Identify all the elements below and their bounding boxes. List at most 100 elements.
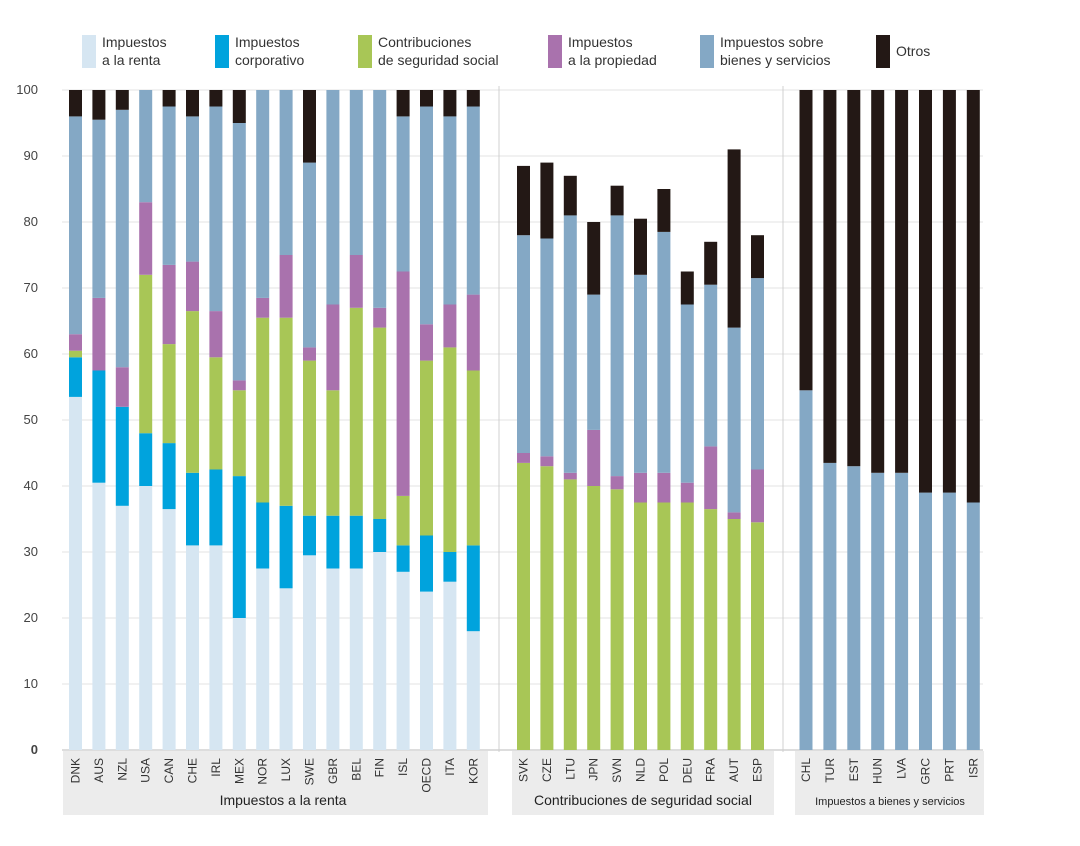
bar-oecd-propiedad bbox=[420, 324, 433, 361]
legend-label-bienes-line-1: Impuestos sobre bbox=[720, 34, 824, 50]
bar-jpn-bienes bbox=[587, 294, 601, 430]
x-tick-label-ltu: LTU bbox=[563, 758, 577, 780]
bar-gbr-bienes bbox=[326, 90, 340, 305]
bar-lux-propiedad bbox=[279, 255, 293, 318]
bar-dnk-bienes bbox=[69, 116, 82, 335]
bar-irl-seguridad bbox=[209, 357, 223, 470]
bar-aut-seguridad bbox=[727, 519, 741, 750]
bar-oecd-seguridad bbox=[420, 360, 433, 536]
x-tick-label-fra: FRA bbox=[704, 758, 718, 782]
bar-ita-renta bbox=[443, 581, 457, 750]
group-label-2: Contribuciones de seguridad social bbox=[534, 792, 752, 808]
bar-isl-renta bbox=[396, 571, 410, 750]
bar-tur-bienes bbox=[823, 462, 837, 750]
bar-irl-otros bbox=[209, 90, 223, 107]
bar-ita-propiedad bbox=[443, 304, 457, 348]
bar-hun-otros bbox=[871, 90, 885, 473]
legend-swatch-corporativo bbox=[215, 35, 229, 68]
x-tick-label-swe: SWE bbox=[303, 758, 317, 785]
bar-irl-bienes bbox=[209, 106, 223, 312]
bar-chl-bienes bbox=[799, 390, 813, 750]
bar-swe-corporativo bbox=[303, 515, 316, 556]
bar-lva-bienes bbox=[895, 472, 909, 750]
bar-dnk-seguridad bbox=[69, 350, 82, 358]
bar-swe-seguridad bbox=[303, 360, 316, 516]
bar-jpn-seguridad bbox=[587, 486, 601, 750]
y-tick-label-70: 70 bbox=[24, 280, 38, 295]
bar-bel-seguridad bbox=[349, 307, 363, 516]
bar-prt-otros bbox=[942, 90, 956, 493]
bar-fra-seguridad bbox=[704, 509, 718, 750]
bar-nor-renta bbox=[256, 568, 270, 750]
bar-fra-otros bbox=[704, 241, 718, 285]
x-tick-label-fin: FIN bbox=[373, 758, 387, 777]
bar-ita-bienes bbox=[443, 116, 457, 305]
bar-oecd-corporativo bbox=[420, 535, 433, 592]
legend-label-seguridad-line-2: de seguridad social bbox=[378, 52, 499, 68]
bar-irl-renta bbox=[209, 545, 223, 750]
x-tick-label-cze: CZE bbox=[540, 758, 554, 782]
x-tick-label-lva: LVA bbox=[895, 758, 909, 779]
x-tick-label-dnk: DNK bbox=[69, 758, 83, 783]
bar-nld-otros bbox=[634, 218, 647, 275]
bar-nzl-bienes bbox=[115, 109, 129, 368]
x-tick-label-grc: GRC bbox=[919, 758, 933, 785]
bar-esp-bienes bbox=[751, 278, 764, 470]
bar-est-otros bbox=[847, 90, 861, 467]
bar-gbr-corporativo bbox=[326, 515, 340, 569]
bar-mex-bienes bbox=[232, 123, 246, 381]
bar-pol-seguridad bbox=[657, 502, 671, 750]
bar-lva-otros bbox=[895, 90, 909, 473]
bar-aut-bienes bbox=[727, 327, 741, 513]
x-tick-label-svk: SVK bbox=[517, 758, 531, 782]
bar-deu-bienes bbox=[680, 304, 694, 483]
bar-swe-propiedad bbox=[303, 347, 316, 361]
x-tick-label-nld: NLD bbox=[634, 758, 648, 782]
bar-mex-otros bbox=[232, 90, 246, 123]
y-tick-label-20: 20 bbox=[24, 610, 38, 625]
bar-che-seguridad bbox=[186, 311, 199, 473]
bar-usa-corporativo bbox=[139, 433, 153, 486]
bar-svn-bienes bbox=[610, 215, 624, 477]
bar-aus-bienes bbox=[92, 119, 106, 298]
bar-usa-propiedad bbox=[139, 202, 153, 275]
bar-cze-bienes bbox=[540, 238, 554, 457]
bar-mex-propiedad bbox=[232, 380, 246, 391]
bar-bel-propiedad bbox=[349, 255, 363, 308]
bar-dnk-corporativo bbox=[69, 357, 82, 397]
bar-est-bienes bbox=[847, 466, 861, 750]
bar-dnk-propiedad bbox=[69, 334, 82, 351]
bar-lux-renta bbox=[279, 588, 293, 750]
x-tick-label-nor: NOR bbox=[256, 758, 270, 785]
bar-svn-seguridad bbox=[610, 489, 624, 750]
bar-dnk-renta bbox=[69, 396, 82, 750]
bar-cze-otros bbox=[540, 162, 554, 239]
x-tick-label-svn: SVN bbox=[610, 758, 624, 783]
bar-swe-bienes bbox=[303, 162, 316, 348]
y-tick-label-10: 10 bbox=[24, 676, 38, 691]
bar-fra-propiedad bbox=[704, 446, 718, 510]
x-tick-label-tur: TUR bbox=[823, 758, 837, 783]
bar-can-otros bbox=[162, 90, 176, 107]
legend-label-renta-line-2: a la renta bbox=[102, 52, 161, 68]
y-tick-label-40: 40 bbox=[24, 478, 38, 493]
bar-ltu-bienes bbox=[563, 215, 577, 473]
bar-jpn-otros bbox=[587, 222, 601, 295]
x-tick-label-usa: USA bbox=[139, 758, 153, 783]
bar-nld-seguridad bbox=[634, 502, 647, 750]
bar-fin-seguridad bbox=[373, 327, 387, 519]
bar-fin-propiedad bbox=[373, 307, 387, 328]
bar-dnk-otros bbox=[69, 90, 82, 117]
bar-lux-corporativo bbox=[279, 505, 293, 589]
bar-usa-renta bbox=[139, 486, 153, 750]
bar-aus-propiedad bbox=[92, 297, 106, 371]
bar-nzl-propiedad bbox=[115, 367, 129, 407]
x-tick-label-lux: LUX bbox=[279, 758, 293, 781]
bar-fin-renta bbox=[373, 552, 387, 750]
bar-esp-propiedad bbox=[751, 469, 764, 523]
legend-swatch-otros bbox=[876, 35, 890, 68]
bar-fra-bienes bbox=[704, 284, 718, 447]
y-tick-label-80: 80 bbox=[24, 214, 38, 229]
x-tick-label-esp: ESP bbox=[751, 758, 765, 782]
